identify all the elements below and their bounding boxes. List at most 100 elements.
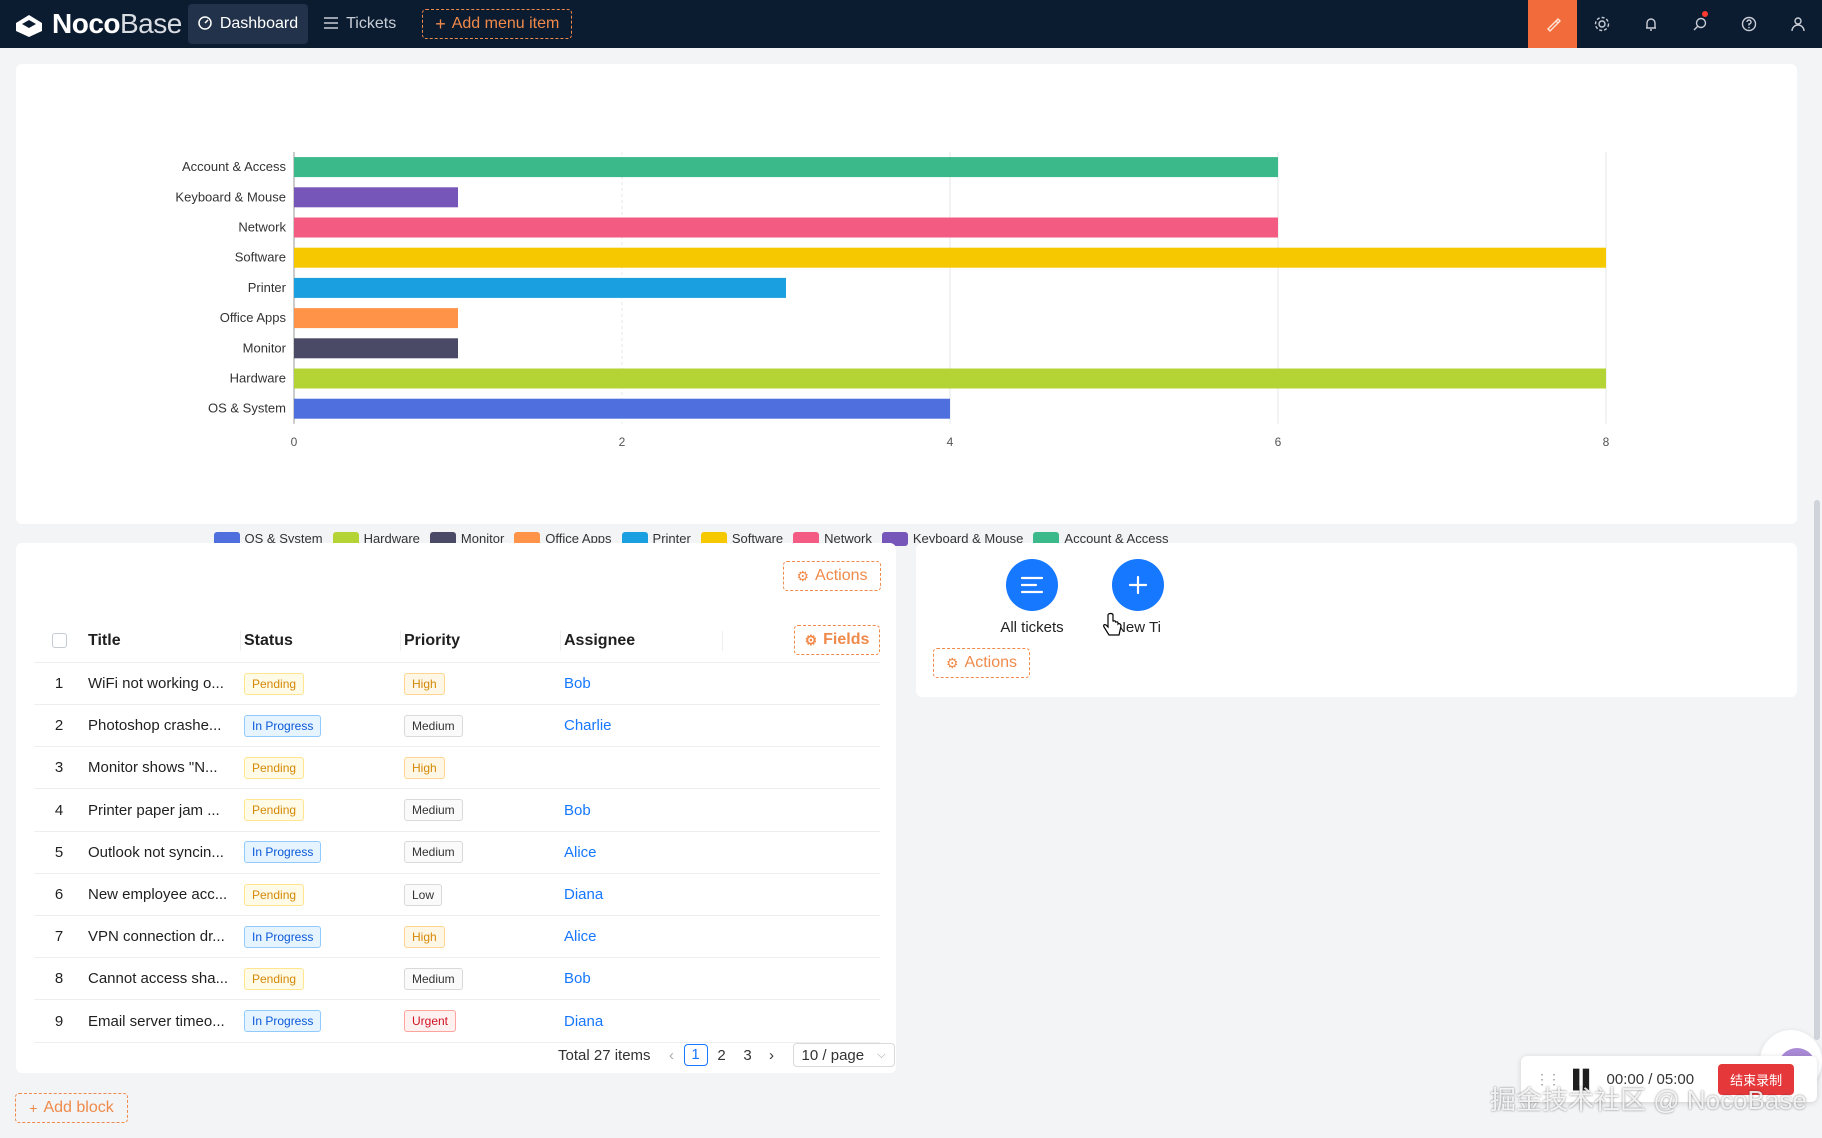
user-menu-button[interactable]	[1773, 0, 1822, 48]
nav-item-tickets[interactable]: Tickets	[314, 4, 406, 44]
legend-item[interactable]: Monitor	[429, 531, 504, 546]
assignee-link[interactable]: Alice	[564, 928, 597, 946]
x-tick-label: 6	[1275, 435, 1282, 449]
priority-badge: Urgent	[404, 1010, 457, 1033]
legend-item[interactable]: Office Apps	[514, 531, 612, 546]
table-row[interactable]: 5 Outlook not syncin... In Progress Medium A…	[34, 832, 880, 874]
legend-label: Account & Access	[1064, 531, 1169, 546]
priority-badge: High	[404, 925, 445, 948]
priority-cell: Medium	[404, 799, 564, 822]
help-button[interactable]	[1724, 0, 1773, 48]
assignee-link[interactable]: Bob	[564, 801, 591, 819]
plus-icon: +	[29, 1100, 38, 1116]
legend-item[interactable]: Software	[700, 531, 784, 546]
panel-actions-button[interactable]: ⚙ Actions	[933, 648, 1030, 678]
assignee-link[interactable]: Bob	[564, 675, 591, 692]
chevron-down-icon: ⌵	[877, 1048, 886, 1061]
assignee-link[interactable]: Bob	[564, 970, 591, 988]
gear-icon: ⚙	[804, 631, 818, 648]
pause-icon[interactable]: ▌▌	[1573, 1068, 1595, 1089]
add-menu-item-button[interactable]: + Add menu item	[422, 9, 573, 39]
status-cell: Pending	[244, 756, 404, 779]
page-scrollbar[interactable]	[1814, 500, 1820, 1040]
prev-page-button[interactable]: ‹	[669, 1046, 675, 1064]
gear-icon: ⚙	[945, 654, 959, 671]
page-2-button[interactable]: 2	[717, 1046, 726, 1064]
y-category-label: Office Apps	[220, 310, 287, 325]
row-number: 2	[54, 717, 64, 735]
bar-hardware	[294, 368, 1606, 389]
legend-swatch	[700, 531, 727, 546]
row-number: 8	[54, 970, 64, 988]
table-row[interactable]: 8 Cannot access sha... Pending Medium Bob	[34, 958, 880, 1001]
legend-item[interactable]: Hardware	[332, 531, 420, 546]
settings-button[interactable]	[1577, 0, 1626, 48]
ticket-title: WiFi not working o...	[88, 675, 224, 692]
column-divider	[722, 631, 723, 651]
screen-recorder-bar: ⋮⋮ ▌▌ 00:00 / 05:00 结束录制	[1521, 1056, 1817, 1102]
ui-editor-button[interactable]	[1528, 0, 1577, 48]
legend-item[interactable]: Keyboard & Mouse	[881, 531, 1023, 546]
menu-icon	[324, 16, 339, 32]
priority-cell: High	[404, 925, 564, 948]
page-size-select[interactable]: 10 / page ⌵	[792, 1043, 895, 1067]
ticket-title: Monitor shows "N...	[88, 759, 218, 777]
search-icon	[1693, 17, 1706, 31]
page-1-button[interactable]: 1	[683, 1044, 708, 1066]
top-navbar: NocoBase Dashboard Tickets + Add menu it…	[0, 0, 1822, 48]
table-row[interactable]: 2 Photoshop crashe... In Progress Medium Cha…	[34, 705, 880, 748]
priority-badge: Medium	[404, 799, 463, 822]
nav-item-dashboard[interactable]: Dashboard	[187, 4, 309, 44]
ticket-title: Photoshop crashe...	[88, 717, 222, 735]
table-row[interactable]: 9 Email server timeo... In Progress Urgent D…	[34, 1001, 880, 1043]
add-block-button[interactable]: + Add block	[15, 1093, 128, 1123]
assignee-link[interactable]: Charlie	[564, 717, 612, 735]
column-header-priority[interactable]: Priority	[404, 631, 461, 649]
table-row[interactable]: 1 WiFi not working o... Pending High Bob	[34, 663, 880, 705]
ticket-title: New employee acc...	[88, 886, 228, 903]
all-tickets-action[interactable]: All tickets	[982, 559, 1082, 636]
priority-cell: Medium	[404, 841, 564, 864]
table-row[interactable]: 3 Monitor shows "N... Pending High	[34, 747, 880, 790]
bar-office-apps	[294, 308, 458, 329]
table-row[interactable]: 4 Printer paper jam ... Pending Medium Bob	[34, 790, 880, 832]
legend-item[interactable]: OS & System	[213, 531, 323, 546]
column-header-title[interactable]: Title	[88, 631, 121, 649]
row-number: 1	[54, 675, 64, 692]
new-ticket-action[interactable]: New Ti	[1088, 559, 1188, 636]
column-divider	[400, 631, 401, 651]
next-page-button[interactable]: ›	[769, 1046, 775, 1064]
row-number: 9	[54, 1012, 64, 1030]
page-3-button[interactable]: 3	[743, 1046, 752, 1064]
drag-handle-icon[interactable]: ⋮⋮	[1535, 1070, 1561, 1087]
all-tickets-label: All tickets	[1000, 619, 1064, 636]
stop-recording-button[interactable]: 结束录制	[1718, 1063, 1795, 1095]
table-row[interactable]: 6 New employee acc... Pending Low Diana	[34, 874, 880, 916]
assignee-link[interactable]: Alice	[564, 843, 597, 861]
assignee-link[interactable]: Diana	[564, 886, 604, 903]
legend-item[interactable]: Printer	[621, 531, 691, 546]
status-cell: Pending	[244, 672, 404, 695]
assignee-link[interactable]: Diana	[564, 1012, 604, 1030]
legend-item[interactable]: Network	[793, 531, 872, 546]
bar-monitor	[294, 338, 458, 359]
legend-swatch	[621, 531, 648, 546]
status-cell: Pending	[244, 883, 404, 906]
priority-badge: Low	[404, 883, 443, 906]
column-header-assignee[interactable]: Assignee	[564, 631, 636, 649]
table-actions-button[interactable]: ⚙ Actions	[783, 561, 881, 591]
search-button[interactable]	[1675, 0, 1724, 48]
row-number: 7	[54, 928, 64, 946]
status-badge: Pending	[244, 799, 305, 822]
logo[interactable]: NocoBase	[14, 0, 182, 48]
legend-item[interactable]: Account & Access	[1033, 531, 1168, 546]
table-fields-button[interactable]: ⚙ Fields	[794, 625, 880, 655]
y-category-label: Printer	[248, 280, 287, 295]
select-all-checkbox[interactable]	[51, 633, 67, 648]
help-icon	[1741, 16, 1756, 32]
bell-icon	[1645, 18, 1656, 31]
legend-label: Software	[731, 531, 784, 546]
notifications-button[interactable]	[1626, 0, 1675, 48]
column-header-status[interactable]: Status	[244, 631, 293, 649]
table-row[interactable]: 7 VPN connection dr... In Progress High Alic…	[34, 916, 880, 959]
